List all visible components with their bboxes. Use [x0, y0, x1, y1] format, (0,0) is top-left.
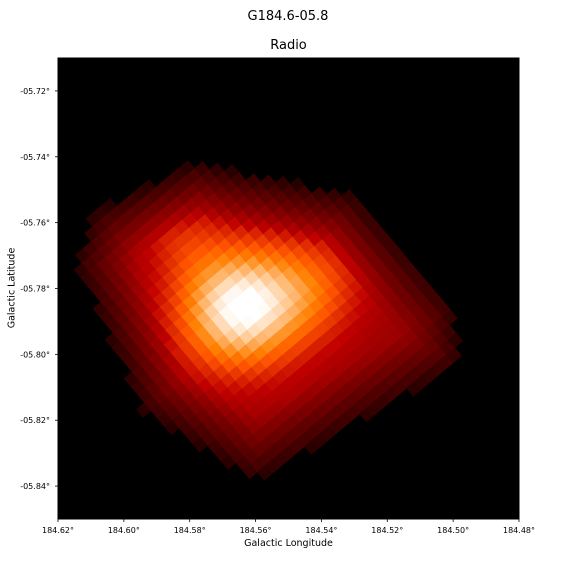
x-tick-label: 184.58°	[174, 526, 206, 535]
y-tick-label: -05.80°	[20, 350, 50, 359]
x-tick-label: 184.48°	[503, 526, 535, 535]
heatmap-cell	[442, 309, 458, 326]
y-axis-label: Galactic Latitude	[6, 247, 18, 329]
x-axis-label: Galactic Longitude	[244, 538, 333, 549]
heatmap-cell	[447, 332, 464, 349]
x-tick-label: 184.54°	[305, 526, 337, 535]
x-tick-label: 184.60°	[108, 526, 140, 535]
y-tick-label: -05.78°	[20, 285, 50, 294]
y-tick-label: -05.84°	[20, 482, 50, 491]
heatmap-cells	[73, 160, 464, 481]
y-tick-label: -05.72°	[20, 87, 50, 96]
x-tick-label: 184.56°	[240, 526, 272, 535]
x-tick-label: 184.50°	[437, 526, 469, 535]
x-tick-label: 184.62°	[42, 526, 74, 535]
chart-title: Radio	[270, 38, 307, 53]
y-tick-label: -05.76°	[20, 219, 50, 228]
x-tick-label: 184.52°	[371, 526, 403, 535]
y-tick-label: -05.82°	[20, 416, 50, 425]
heatmap-cell	[446, 347, 462, 363]
y-tick-label: -05.74°	[20, 153, 50, 162]
figure-suptitle: G184.6-05.8	[247, 9, 329, 24]
